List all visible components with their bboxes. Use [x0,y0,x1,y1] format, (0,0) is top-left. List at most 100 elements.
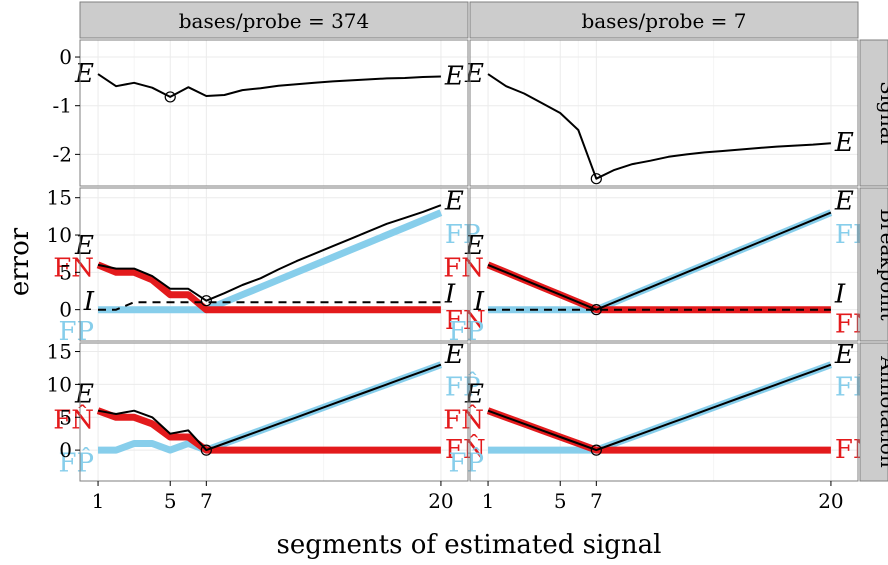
series-label: E [834,128,854,158]
minimum-marker [590,304,602,316]
panel-background [80,188,468,341]
panel-r0-c1 [470,40,858,186]
series-label: FN̂ [445,434,486,465]
x-axis-title: segments of estimated signal [276,530,661,560]
series-line-e [487,73,831,180]
panel-background [470,188,858,341]
series-label: FP [58,317,94,347]
series-label: E [444,62,464,92]
panel-background [80,40,468,186]
row-strip [859,187,888,342]
panel-background [80,343,468,481]
series-label: I [83,287,95,317]
panel-series-5: EFN̂FP̂EFP̂FN̂ [443,340,875,478]
series-label: FN [443,254,484,284]
series-label: E [834,340,854,370]
series-label: I [834,280,846,310]
series-label: E [444,340,464,370]
panel-background [470,40,858,186]
series-line-e [487,363,832,452]
column-strip [469,1,859,39]
minimum-marker [590,444,602,456]
panel-r0-c0 [80,40,468,186]
column-strip-label: bases/probe = 7 [581,9,746,33]
panel-series-1: EE [464,59,854,185]
y-tick-label: 0 [59,438,72,462]
series-label: E [464,59,484,89]
series-label: E [444,186,464,216]
panel-border [469,39,859,187]
series-label: E [74,231,94,261]
x-tick-label: 20 [428,489,453,513]
x-tick-label: 7 [590,489,603,513]
series-label: FP̂ [448,448,484,479]
series-label: E [834,186,854,216]
series-label: FN̂ [53,405,94,436]
series-label: I [444,280,456,310]
x-tick-label: 5 [554,489,567,513]
series-label: FN [53,254,94,284]
panel-r1-c0 [80,188,468,341]
series-line-fn [96,407,441,454]
series-label: FP [445,220,481,250]
panel-series-4: EFN̂FP̂EFP̂FN̂ [53,340,485,478]
series-line-e [97,73,441,98]
series-label: FP̂ [58,448,94,479]
column-strip-label: bases/probe = 374 [179,9,370,33]
series-line-e [487,211,832,311]
series-label: I [473,287,485,317]
series-label: E [74,379,94,409]
panel-border [469,342,859,482]
series-line-fn [96,261,441,314]
y-tick-label: 15 [47,186,72,210]
y-axis-title: error [5,227,35,296]
y-tick-label: 10 [47,223,72,247]
row-strip-label: Breakpoint [876,208,888,320]
x-tick-label: 20 [818,489,843,513]
panel-r1-c1 [470,188,858,341]
minimum-marker [200,444,212,456]
y-tick-label: 0 [59,45,72,69]
minimum-marker [164,91,176,103]
column-strip [79,1,469,39]
panel-background [470,343,858,481]
series-label: FP [448,317,484,347]
x-tick-label: 1 [482,489,495,513]
series-line-e [97,363,442,452]
panel-border [469,187,859,342]
series-line-fp [98,209,443,314]
row-strip [859,342,888,482]
row-strip-label: Annotation [876,355,888,468]
y-tick-label: 5 [59,260,72,284]
series-label: FN̂ [443,405,484,436]
panel-r2-c0 [80,343,468,481]
row-strip [859,39,888,187]
y-tick-label: 10 [47,372,72,396]
panel-border [79,39,469,187]
y-tick-label: -2 [53,142,72,166]
x-tick-label: 1 [92,489,105,513]
series-label: E [464,379,484,409]
y-tick-label: 15 [47,340,72,364]
y-tick-label: 5 [59,405,72,429]
series-label: FN [445,306,486,336]
series-label: E [464,231,484,261]
series-line-i [98,301,441,311]
panel-border [79,342,469,482]
y-tick-label: 0 [59,298,72,322]
x-tick-label: 5 [164,489,177,513]
series-label: FP̂ [445,372,481,403]
minimum-marker [200,295,212,307]
panel-border [79,187,469,342]
x-tick-label: 7 [200,489,213,513]
minimum-marker [590,173,602,185]
series-line-e [97,204,442,302]
panel-r2-c1 [470,343,858,481]
row-strip-label: Signal [876,81,888,145]
y-tick-label: -1 [53,94,72,118]
